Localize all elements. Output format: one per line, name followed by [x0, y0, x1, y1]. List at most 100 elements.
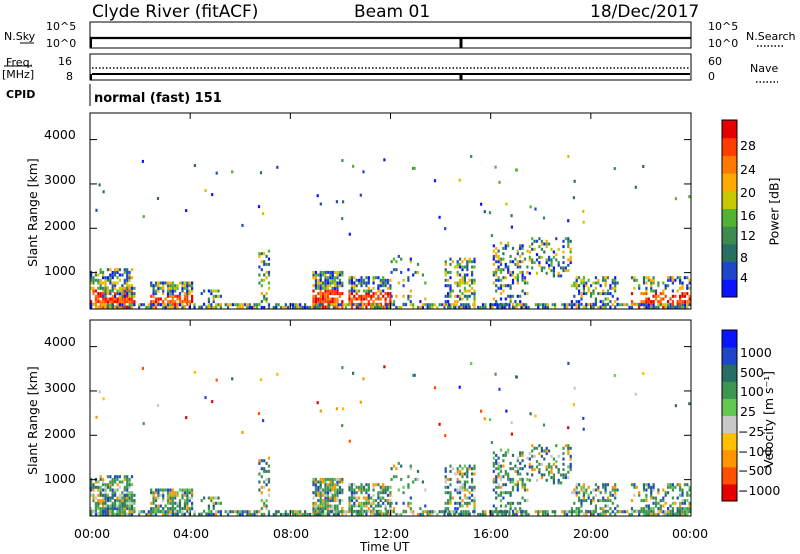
echo-cell [212, 512, 215, 516]
echo-cell [152, 507, 155, 511]
echo-cell [207, 303, 210, 307]
echo-cell [312, 294, 315, 298]
echo-cell [548, 449, 551, 453]
echo-cell [154, 305, 158, 309]
echo-cell [497, 464, 500, 468]
echo-cell [116, 289, 119, 293]
echo-cell [185, 209, 188, 213]
echo-cell [609, 305, 612, 309]
echo-cell [174, 286, 177, 290]
vel-cbar-tick-1000: 1000 [740, 345, 772, 360]
echo-cell [99, 509, 102, 513]
echo-cell [507, 475, 510, 479]
echo-cell [121, 300, 124, 304]
echo-cell [602, 278, 605, 282]
echo-cell [688, 286, 691, 290]
echo-cell [499, 302, 503, 306]
echo-cell [542, 303, 545, 307]
echo-cell [498, 305, 501, 309]
echo-cell [99, 294, 102, 298]
echo-cell [473, 300, 476, 304]
echo-cell [324, 284, 327, 288]
echo-cell [130, 483, 134, 487]
echo-cell [152, 303, 155, 307]
echo-cell [384, 284, 387, 288]
echo-cell [344, 303, 347, 307]
echo-cell [507, 284, 510, 288]
echo-cell [200, 292, 203, 296]
echo-cell [334, 289, 337, 293]
echo-cell [540, 242, 543, 246]
echo-cell [572, 403, 575, 407]
echo-cell [510, 225, 513, 229]
echo-cell [402, 501, 405, 505]
echo-cell [371, 510, 374, 514]
echo-cell [331, 286, 334, 290]
echo-cell [421, 303, 424, 307]
echo-cell [166, 300, 170, 304]
echo-cell [400, 270, 403, 274]
echo-cell [664, 284, 667, 288]
echo-cell [676, 510, 679, 514]
echo-cell [367, 300, 370, 304]
echo-cell [426, 303, 429, 307]
echo-cell [409, 496, 412, 500]
echo-cell [106, 276, 109, 280]
echo-cell [267, 456, 271, 460]
echo-cell [329, 300, 332, 304]
echo-cell [308, 512, 311, 516]
echo-cell [537, 305, 540, 309]
echo-cell [389, 294, 392, 298]
echo-cell [183, 501, 186, 505]
echo-cell [157, 281, 160, 285]
echo-cell [611, 294, 614, 298]
echo-cell [227, 510, 230, 514]
echo-cell [459, 265, 462, 269]
echo-cell [652, 512, 655, 516]
echo-cell [604, 499, 607, 503]
echo-cell [188, 499, 191, 503]
echo-cell [470, 155, 473, 158]
echo-cell [174, 289, 177, 293]
echo-cell [587, 286, 590, 290]
echo-cell [217, 496, 220, 500]
echo-cell [585, 512, 588, 516]
echo-cell [630, 512, 634, 516]
echo-cell [509, 461, 512, 465]
echo-cell [377, 294, 380, 298]
power-colorbar-segment [722, 261, 737, 280]
echo-cell [599, 499, 602, 503]
echo-cell [169, 510, 172, 514]
echo-cell [92, 276, 95, 280]
echo-cell [224, 303, 227, 307]
echo-cell [564, 237, 567, 241]
echo-cell [102, 300, 105, 304]
echo-cell [664, 294, 667, 298]
echo-cell [361, 303, 364, 307]
echo-cell [578, 284, 581, 288]
echo-cell [540, 446, 543, 450]
echo-cell [511, 281, 515, 285]
echo-cell [659, 297, 662, 301]
echo-cell [156, 404, 160, 407]
echo-cell [562, 452, 565, 456]
power-cbar-tick-20: 20 [740, 185, 756, 200]
echo-cell [186, 501, 189, 505]
echo-cell [166, 281, 170, 285]
echo-cell [407, 501, 410, 505]
echo-cell [491, 305, 494, 309]
nave-label: Nave [750, 62, 779, 75]
echo-cell [259, 378, 263, 382]
echo-cell [246, 512, 249, 516]
echo-cell [350, 289, 353, 293]
echo-cell [633, 278, 636, 282]
echo-cell [499, 262, 503, 266]
echo-cell [111, 286, 114, 290]
echo-cell [473, 499, 476, 503]
echo-cell [128, 289, 131, 293]
echo-cell [316, 401, 319, 405]
echo-cell [542, 423, 546, 427]
echo-cell [147, 303, 150, 307]
echo-cell [267, 281, 271, 285]
echo-cell [657, 510, 660, 514]
